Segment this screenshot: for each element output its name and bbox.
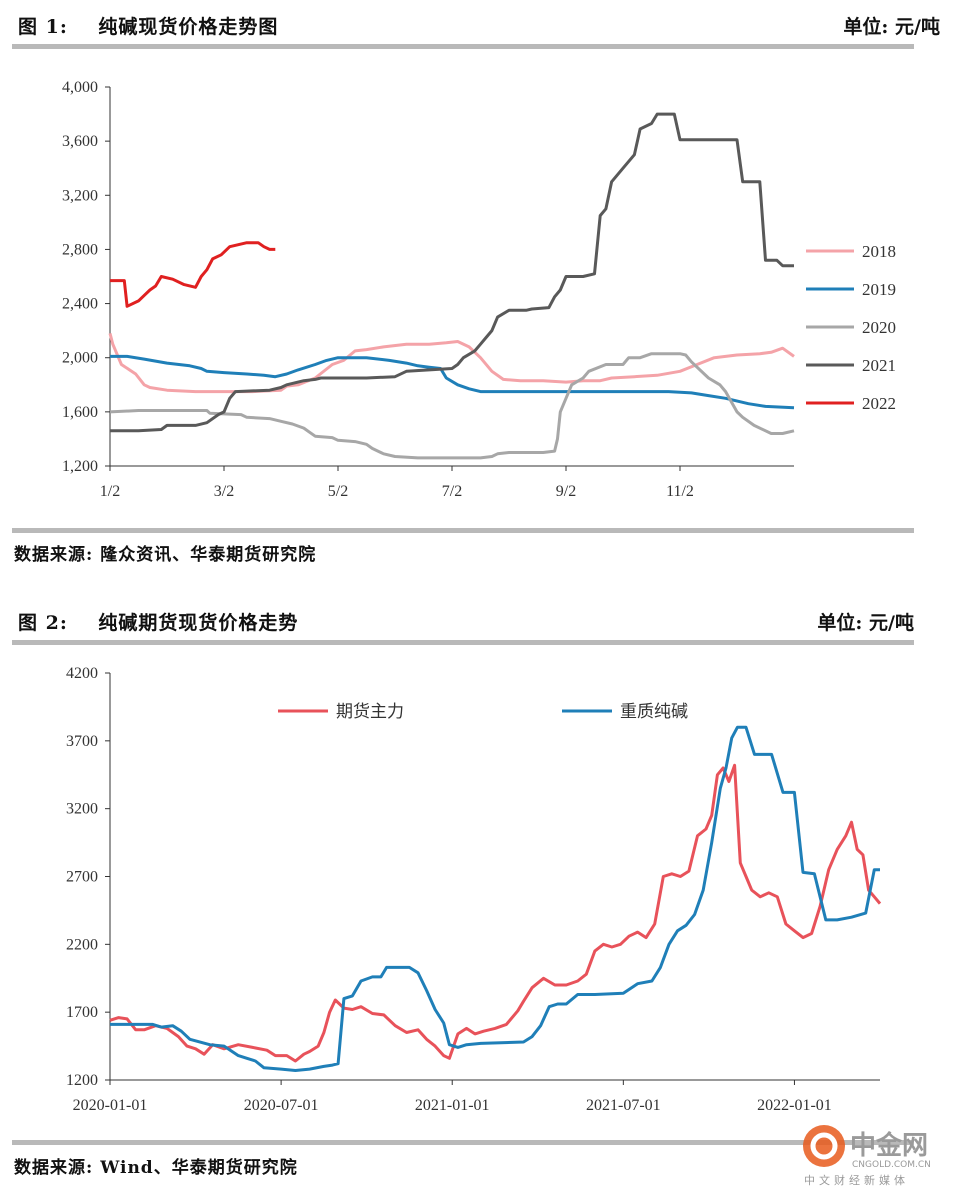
chart2-legend-label-1: 重质纯碱 bbox=[620, 702, 688, 722]
chart2-y-tick-label: 2200 bbox=[66, 936, 98, 953]
chart1-series-line-4 bbox=[110, 241, 276, 308]
chart1-series-line-3 bbox=[110, 112, 794, 433]
chart1-y-tick-label: 1,600 bbox=[62, 404, 98, 421]
chart1-y-tick-label: 3,600 bbox=[62, 133, 98, 150]
chart2-x-tick-label: 2021-07-01 bbox=[586, 1097, 661, 1114]
chart2-svg: 4200 3700 3200 2700 2200 1700 1200 2020-01-01 20… bbox=[66, 665, 882, 1114]
chart2-x-tick-label: 2020-01-01 bbox=[73, 1097, 148, 1114]
figure2-source: 数据来源: Wind、华泰期货研究院 bbox=[14, 1158, 298, 1178]
figure2-top-rule bbox=[12, 640, 914, 645]
watermark-name: 中金网 bbox=[850, 1130, 928, 1161]
figure1-header: 图 1: 纯碱现货价格走势图 单位: 元/吨 bbox=[18, 8, 940, 38]
chart1-series-line-0 bbox=[108, 333, 795, 394]
chart2-y-tick-label: 4200 bbox=[66, 665, 98, 682]
chart2-legend-label-0: 期货主力 bbox=[336, 702, 404, 722]
chart1-y-tick-label: 2,400 bbox=[62, 296, 98, 313]
chart1-x-tick-label: 7/2 bbox=[442, 483, 462, 500]
chart1-y-tick-label: 4,000 bbox=[62, 79, 98, 96]
chart1-y-tick-label: 2,000 bbox=[62, 350, 98, 367]
chart2-x-tick-label: 2022-01-01 bbox=[757, 1097, 832, 1114]
figure2-title: 图 2: 纯碱期货现货价格走势 bbox=[18, 612, 299, 634]
chart1-x-tick-label: 3/2 bbox=[214, 483, 234, 500]
figure1-top-rule bbox=[12, 44, 914, 49]
logo-circle-icon bbox=[803, 1125, 845, 1167]
figure2-bottom-rule bbox=[12, 1140, 914, 1145]
figure2-unit: 单位: 元/吨 bbox=[817, 612, 914, 634]
chart2-y-tick-label: 3700 bbox=[66, 733, 98, 750]
chart1-legend-label-4: 2022 bbox=[862, 394, 896, 413]
chart1-x-tick-label: 11/2 bbox=[666, 483, 694, 500]
chart1-series-line-1 bbox=[110, 354, 795, 410]
chart1-svg: 4,000 3,600 3,200 2,800 2,400 2,000 1,600 1,200… bbox=[62, 79, 896, 500]
chart2-series-line-1 bbox=[110, 725, 880, 1072]
chart2-x-tick-label: 2021-01-01 bbox=[415, 1097, 490, 1114]
cngold-watermark-logo: 中金网 CNGOLD.COM.CN 中文财经新媒体 bbox=[803, 1125, 931, 1187]
logo-ring-icon bbox=[810, 1132, 838, 1160]
watermark-slogan: 中文财经新媒体 bbox=[804, 1173, 909, 1187]
chart1-legend-label-1: 2019 bbox=[862, 280, 896, 299]
figure1-title: 图 1: 纯碱现货价格走势图 bbox=[18, 16, 279, 38]
chart1-legend-label-2: 2020 bbox=[862, 318, 896, 337]
chart2-y-tick-label: 1200 bbox=[66, 1072, 98, 1089]
chart1-x-tick-label: 5/2 bbox=[328, 483, 348, 500]
chart2-x-tick-label: 2020-07-01 bbox=[244, 1097, 319, 1114]
figure1-bottom-rule bbox=[12, 528, 914, 533]
chart1-y-tick-label: 1,200 bbox=[62, 458, 98, 475]
chart1-x-tick-label: 1/2 bbox=[100, 483, 120, 500]
figure1-source: 数据来源: 隆众资讯、华泰期货研究院 bbox=[14, 545, 317, 565]
chart1-legend-label-0: 2018 bbox=[862, 242, 896, 261]
chart1-y-tick-label: 3,200 bbox=[62, 187, 98, 204]
chart1-y-tick-label: 2,800 bbox=[62, 241, 98, 258]
chart2-y-tick-label: 2700 bbox=[66, 869, 98, 886]
figure1-unit: 单位: 元/吨 bbox=[843, 16, 940, 38]
chart2-y-tick-label: 1700 bbox=[66, 1004, 98, 1021]
chart2-series-line-0 bbox=[109, 763, 882, 1063]
watermark-domain: CNGOLD.COM.CN bbox=[852, 1160, 931, 1170]
chart2-y-tick-label: 3200 bbox=[66, 801, 98, 818]
chart1-legend-label-3: 2021 bbox=[862, 356, 896, 375]
figure2-header: 图 2: 纯碱期货现货价格走势 单位: 元/吨 bbox=[18, 604, 914, 634]
chart1-x-tick-label: 9/2 bbox=[556, 483, 576, 500]
chart1-series-line-2 bbox=[109, 352, 795, 460]
